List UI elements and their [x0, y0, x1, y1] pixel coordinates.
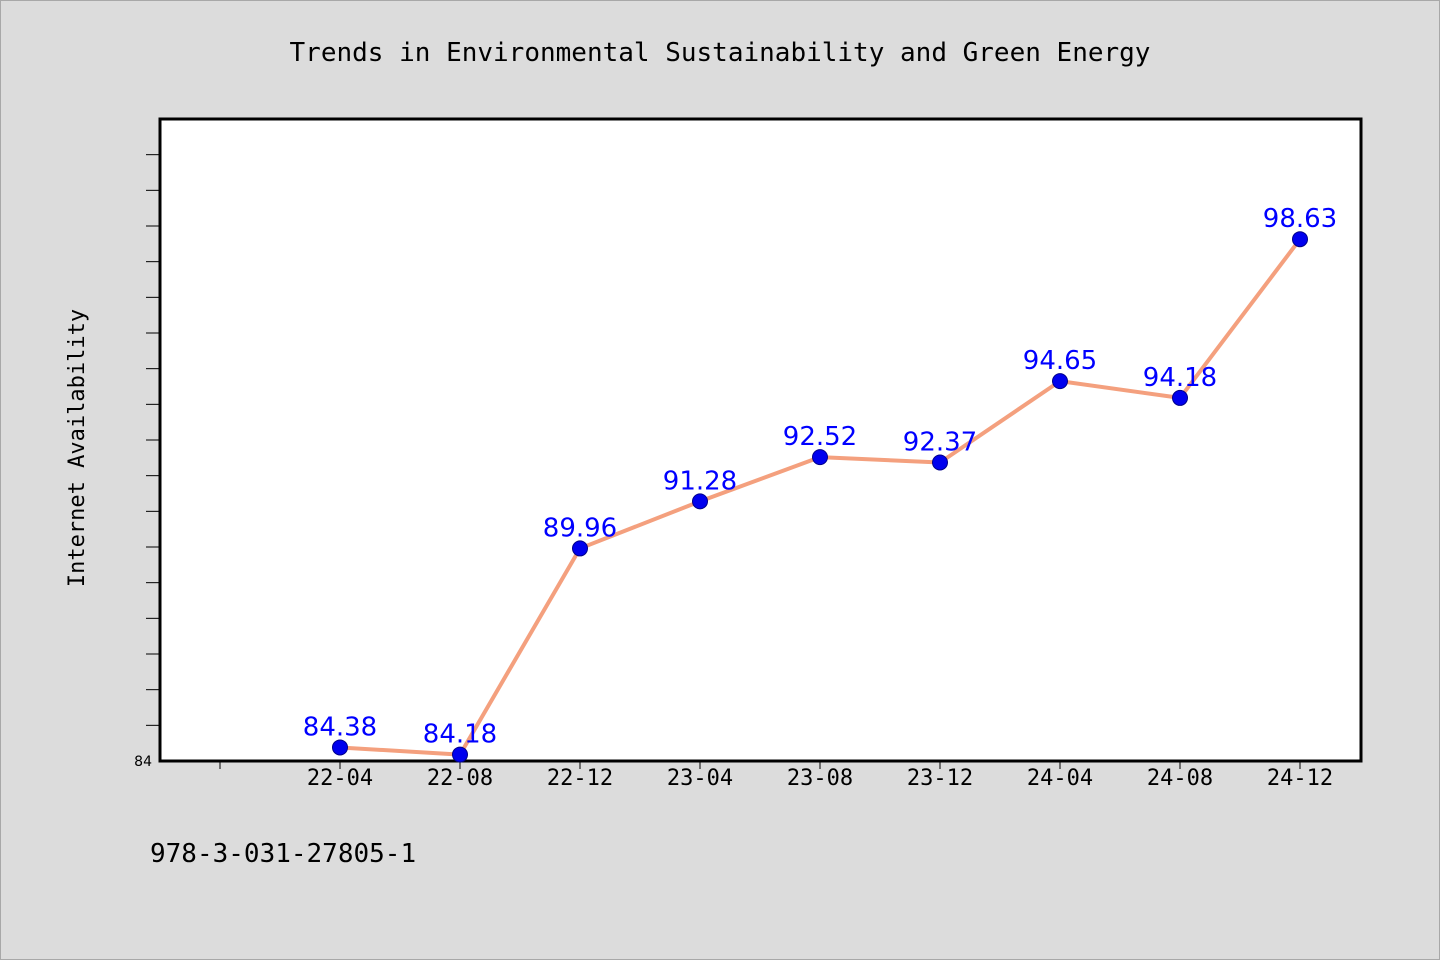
isbn-footer: 978-3-031-27805-1 — [150, 839, 416, 869]
series-layer — [332, 231, 1308, 763]
x-tick-label: 22-08 — [427, 766, 493, 791]
x-tick-label: 22-12 — [547, 766, 613, 791]
x-tick-label: 22-04 — [307, 766, 373, 791]
y-tick-label: 84 — [134, 754, 152, 770]
data-point — [932, 454, 948, 471]
data-point — [812, 449, 828, 466]
data-label: 89.96 — [543, 513, 617, 543]
data-label: 91.28 — [663, 466, 737, 496]
data-label: 94.65 — [1023, 346, 1097, 376]
data-point — [1172, 389, 1188, 406]
x-axis-ticks: 22-04 22-08 22-12 23-04 23-08 23-12 24-04 24-08… — [219, 761, 1333, 791]
data-point — [572, 540, 588, 557]
x-tick-label: 24-08 — [1147, 766, 1213, 791]
data-label: 92.52 — [783, 422, 857, 452]
x-tick-label: 23-12 — [907, 766, 973, 791]
x-tick-label: 24-12 — [1267, 766, 1333, 791]
data-point — [1052, 373, 1068, 390]
plot-area — [158, 117, 1363, 763]
data-label: 84.38 — [303, 712, 377, 742]
data-label: 98.63 — [1263, 204, 1337, 234]
data-point — [692, 493, 708, 510]
x-tick-label: 23-04 — [667, 766, 733, 791]
x-tick-label: 23-08 — [787, 766, 853, 791]
data-point — [452, 746, 468, 763]
y-axis-label: Internet Availability — [65, 309, 90, 587]
data-label: 84.18 — [423, 720, 497, 750]
y-axis-ticks: 84 — [134, 154, 160, 770]
data-labels: 84.38 84.18 89.96 91.28 92.52 92.37 94.65 94.18… — [303, 204, 1337, 749]
chart-title: Trends in Environmental Sustainability a… — [290, 38, 1151, 68]
data-label: 92.37 — [903, 427, 977, 457]
data-point — [1292, 231, 1308, 248]
x-tick-label: 24-04 — [1027, 766, 1093, 791]
data-point — [332, 739, 348, 756]
data-label: 94.18 — [1143, 363, 1217, 393]
